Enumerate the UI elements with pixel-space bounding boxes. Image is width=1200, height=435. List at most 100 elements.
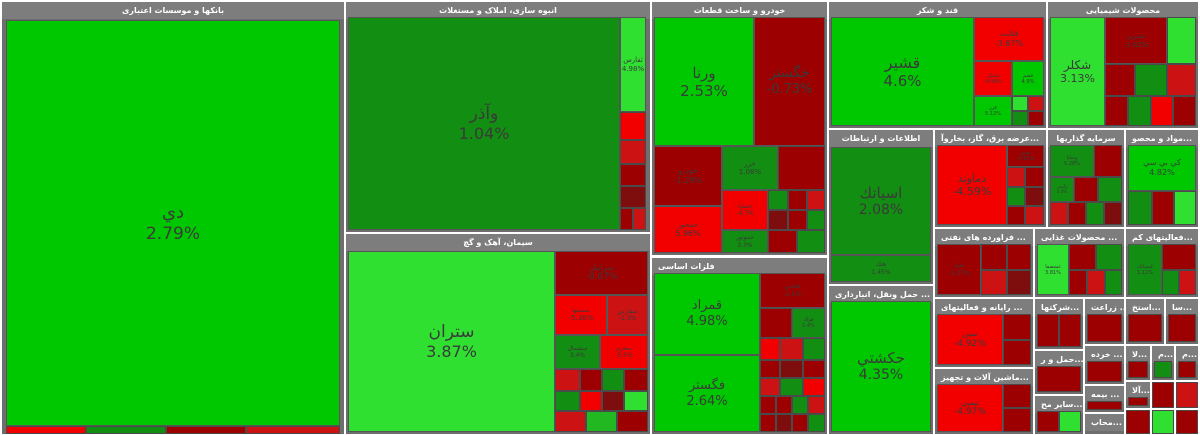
treemap-tile[interactable]: خودرو -1.29% [654,146,722,206]
treemap-tile[interactable] [1152,382,1174,408]
treemap-tile[interactable]: خموتور 3.3% [722,230,768,253]
treemap-tile[interactable] [1069,270,1087,295]
treemap-tile[interactable]: تپمپي -4.97% [937,384,1003,432]
treemap-tile[interactable] [1126,410,1150,434]
treemap-tile[interactable] [580,369,602,391]
treemap-tile[interactable] [1069,244,1096,270]
treemap-tile[interactable]: بشهر -4.95% [1007,145,1044,167]
treemap-tile[interactable] [780,338,803,360]
treemap-tile[interactable]: دماوند -4.59% [937,145,1007,225]
treemap-tile[interactable] [1128,361,1148,378]
treemap-tile[interactable] [1152,191,1174,225]
treemap-tile[interactable]: هتك 1.45% [831,255,931,282]
treemap-tile[interactable] [1128,314,1162,342]
treemap-tile[interactable] [1178,361,1196,378]
treemap-tile[interactable] [555,391,580,411]
treemap-tile[interactable] [166,426,246,434]
treemap-tile[interactable] [1152,410,1174,434]
treemap-tile[interactable] [1037,366,1081,392]
treemap-tile[interactable] [1003,408,1031,432]
treemap-tile[interactable] [807,210,825,230]
treemap-tile[interactable] [760,360,780,378]
treemap-tile[interactable] [803,338,825,360]
treemap-tile[interactable] [1007,244,1031,270]
treemap-tile[interactable] [792,396,808,414]
treemap-tile[interactable] [1105,64,1135,96]
treemap-tile[interactable] [1094,145,1122,177]
treemap-tile[interactable] [1025,206,1044,225]
treemap-tile[interactable] [1059,314,1081,347]
treemap-tile[interactable] [602,391,624,411]
treemap-tile[interactable] [760,396,776,414]
treemap-tile[interactable] [624,391,648,411]
treemap-tile[interactable]: شكلر 3.13% [1050,17,1105,126]
treemap-tile[interactable] [555,369,580,391]
treemap-tile[interactable]: ستران 3.87% [348,251,555,432]
treemap-tile[interactable] [1168,314,1196,342]
treemap-tile[interactable] [1162,270,1179,295]
treemap-tile[interactable] [1059,411,1081,432]
treemap-tile[interactable] [788,210,807,230]
treemap-tile[interactable] [620,186,646,208]
treemap-tile[interactable] [807,190,825,210]
treemap-tile[interactable] [1007,206,1025,225]
treemap-tile[interactable] [808,396,825,414]
treemap-tile[interactable] [1074,177,1098,202]
treemap-tile[interactable] [1105,96,1128,126]
treemap-tile[interactable] [1087,361,1122,382]
treemap-tile[interactable]: وگستر 4.3% [1050,177,1074,202]
treemap-tile[interactable] [792,414,808,432]
treemap-tile[interactable] [1176,382,1198,408]
treemap-tile[interactable]: فولاد 1.4% [792,308,825,338]
treemap-tile[interactable]: قشير 4.6% [831,17,974,126]
treemap-tile[interactable]: خگستر -0.73% [754,17,825,146]
treemap-tile[interactable] [1167,64,1196,96]
treemap-tile[interactable] [6,426,86,434]
treemap-tile[interactable] [1003,314,1031,340]
treemap-tile[interactable] [776,396,792,414]
treemap-tile[interactable]: قشکر -4.99% [974,61,1012,96]
treemap-tile[interactable] [1096,244,1122,270]
treemap-tile[interactable] [981,244,1007,270]
treemap-tile[interactable] [1037,411,1059,432]
treemap-tile[interactable] [246,426,340,434]
treemap-tile[interactable] [620,208,633,230]
treemap-tile[interactable]: قثابت -3.67% [974,17,1044,61]
treemap-tile[interactable] [1151,96,1173,126]
treemap-tile[interactable] [620,112,646,140]
treemap-tile[interactable]: اسياتك 2.08% [831,147,931,255]
treemap-tile[interactable] [1007,167,1025,187]
treemap-tile[interactable] [1025,167,1044,187]
treemap-tile[interactable]: قمراد 4.98% [654,273,760,355]
treemap-tile[interactable] [1028,111,1044,126]
treemap-tile[interactable]: سرابيل -0.07% [555,251,648,295]
treemap-tile[interactable]: مبين -4.92% [937,314,1003,365]
treemap-tile[interactable]: کي بي سي 4.82% [1128,145,1196,191]
treemap-tile[interactable] [1012,96,1028,111]
treemap-tile[interactable]: فگستر 2.64% [654,355,760,432]
treemap-tile[interactable]: خزر 1.08% [722,146,778,190]
treemap-tile[interactable] [1135,64,1167,96]
treemap-tile[interactable] [797,230,825,253]
treemap-tile[interactable] [760,308,792,338]
treemap-tile[interactable]: فخاس -2.1% [760,273,825,308]
treemap-tile[interactable] [780,360,803,378]
treemap-tile[interactable]: سصفها -5.16% [555,295,607,335]
treemap-tile[interactable]: خمحور 5.96% [654,206,722,253]
treemap-tile[interactable] [624,369,648,391]
treemap-tile[interactable] [1087,270,1105,295]
treemap-tile[interactable] [1037,314,1059,347]
treemap-tile[interactable] [768,210,788,230]
treemap-tile[interactable] [981,270,1007,295]
treemap-tile[interactable] [1104,202,1122,225]
treemap-tile[interactable] [760,414,776,432]
treemap-tile[interactable] [1007,270,1031,295]
treemap-tile[interactable] [803,378,825,396]
treemap-tile[interactable] [555,411,586,432]
treemap-tile[interactable] [1176,410,1198,434]
treemap-tile[interactable] [1007,187,1025,206]
treemap-tile[interactable] [1003,384,1031,408]
treemap-tile[interactable] [633,208,646,230]
treemap-tile[interactable]: کيمياتک 1.11% [1128,244,1162,295]
treemap-tile[interactable] [1167,17,1196,64]
